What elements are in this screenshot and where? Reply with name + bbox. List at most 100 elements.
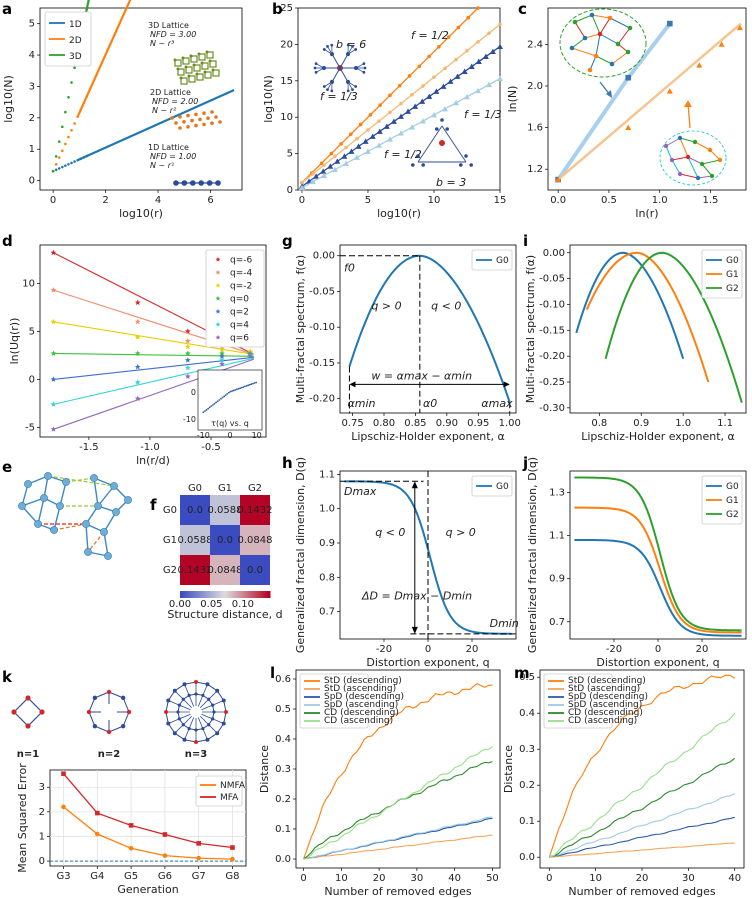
network-node (62, 478, 70, 486)
series-line-q=2 (53, 356, 254, 380)
inset-x-tick: -10 (197, 431, 210, 440)
lattice-3d-cell (180, 77, 188, 85)
graph-node (181, 697, 185, 701)
y-tick-label: 0.6 (275, 674, 291, 685)
data-point-MFA (61, 771, 66, 776)
inset-point (216, 400, 219, 403)
y-axis-label: log10(N) (2, 75, 15, 123)
graph-label: n=1 (17, 749, 39, 760)
legend-label: StD (descending) (324, 676, 402, 686)
lattice-3d-cell (193, 64, 201, 72)
annotation-f-4: f = 1/3 (464, 108, 502, 121)
legend-marker (215, 308, 221, 314)
fractal-node (314, 70, 318, 74)
legend-label: SpD (descending) (324, 692, 404, 702)
network-node (56, 502, 64, 510)
graph-node (187, 693, 191, 697)
lattice-annotation: N ~ r³ (150, 39, 174, 48)
data-point-2 (369, 133, 376, 139)
x-tick-label: 0 (546, 873, 552, 884)
network-node (100, 528, 108, 536)
network-edge (589, 55, 597, 71)
graph-node (212, 710, 216, 714)
graph-node (211, 703, 215, 707)
y-axis-label: Generalized fractal dimension, D(q) (294, 457, 307, 653)
data-point-1 (355, 136, 359, 141)
y-tick-label: 10 (22, 278, 35, 289)
graph-node (215, 731, 220, 736)
y-tick-label: -0.15 (539, 325, 565, 336)
lattice-2d-node (202, 111, 206, 115)
network-edge (679, 137, 696, 143)
network-edge (591, 14, 611, 19)
network-edge (591, 14, 601, 35)
x-tick-label: G3 (56, 871, 70, 882)
network-edge (701, 159, 721, 165)
y-axis-label: Multi-fractal spectrum, f(α) (524, 255, 537, 403)
legend-label: q=4 (230, 321, 249, 331)
network-edge (665, 137, 681, 147)
colorbar-tick: 0.00 (169, 599, 191, 610)
series-line-3 (303, 816, 493, 859)
annotation-b6: b = 6 (336, 38, 366, 51)
colorbar-cell (254, 591, 257, 598)
network-edge (21, 497, 45, 507)
x-axis-label: log10(r) (119, 207, 163, 220)
data-point-network-1 (625, 74, 632, 81)
y-tick-label: 25 (280, 3, 293, 14)
fractal-edge (347, 81, 353, 90)
data-point-1D (67, 162, 70, 166)
data-point-3 (497, 75, 503, 82)
colorbar-cell (236, 591, 239, 598)
panel-label-a: a (2, 0, 12, 18)
data-point-1 (399, 101, 403, 106)
graph-node (207, 697, 211, 701)
legend-label: q=-2 (230, 282, 252, 292)
data-point-network-2 (666, 88, 673, 94)
graph-edge (13, 697, 29, 713)
data-point-3 (353, 154, 360, 160)
inset-point (252, 382, 254, 385)
y-tick-label: 1.1 (319, 469, 335, 480)
lattice-3d-cell (198, 53, 206, 61)
graph-node (92, 695, 98, 701)
x-tick-label: 40 (448, 873, 461, 884)
x-tick-label: 0.9 (633, 418, 649, 429)
data-point-1 (432, 75, 436, 79)
lattice-3d-cell (204, 71, 212, 79)
arrow-head (684, 100, 692, 107)
y-tick-label: 2 (29, 113, 35, 124)
fractal-edge (324, 49, 333, 55)
data-point-3 (298, 184, 305, 191)
data-point-1 (465, 48, 469, 53)
network-edge (93, 477, 99, 507)
lattice-2d-node (186, 113, 190, 118)
y-tick-label: 2.0 (527, 81, 543, 92)
graph-node (182, 737, 187, 742)
network-node (692, 139, 698, 145)
data-point-MFA (95, 810, 100, 816)
y-tick-label: 15 (280, 76, 293, 87)
network-node (572, 19, 578, 25)
y-tick-label: -0.20 (539, 351, 565, 362)
x-tick-label: G7 (192, 871, 206, 882)
y-tick-label: -0.15 (309, 358, 335, 369)
graph-node (194, 680, 198, 684)
network-edge (53, 505, 61, 531)
network-node (677, 171, 683, 177)
series-line-1D (77, 88, 235, 162)
network-edge (709, 149, 721, 161)
inset-x-tick: 10 (252, 431, 262, 440)
inset-point (213, 402, 216, 405)
data-point-1 (476, 40, 480, 44)
inset-point (255, 381, 258, 384)
data-point-0 (476, 6, 480, 10)
lattice-2d-node (206, 116, 210, 120)
data-point-3 (386, 136, 393, 142)
legend-label: StD (ascending) (568, 684, 640, 694)
network-edge-dashed (47, 475, 115, 487)
graph-edge (27, 711, 43, 727)
colorbar-cell (263, 591, 266, 598)
graph-node (126, 709, 132, 715)
data-point-3 (364, 148, 371, 154)
